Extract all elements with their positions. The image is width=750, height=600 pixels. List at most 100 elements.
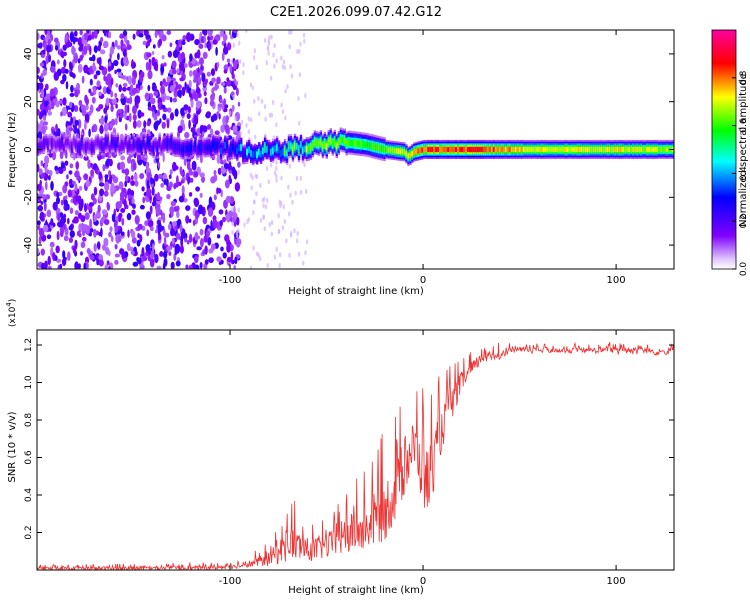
spectrogram-noise-blob <box>64 181 69 187</box>
spectrogram-band-cell <box>160 144 163 152</box>
spectrogram-band-cell <box>238 144 241 152</box>
spectrogram-noise-blob <box>57 212 61 222</box>
spectrogram-noise-blob <box>75 194 79 202</box>
spectrogram-noise-blob <box>54 165 59 171</box>
spectrogram-band-cell <box>467 146 470 153</box>
spectrogram-band-cell <box>108 144 112 152</box>
spectrogram-band-cell <box>339 136 342 143</box>
spectrogram-band-cell <box>116 139 119 146</box>
spectrogram-band-cell <box>403 149 406 155</box>
spectrogram-band-cell <box>82 143 86 151</box>
spectrogram-noise-blob <box>119 161 126 171</box>
spectrogram-band-cell <box>299 141 303 148</box>
spectrogram-noise-blob <box>137 233 140 239</box>
spectrogram-band-cell <box>484 146 488 153</box>
spectrogram-noise-blob <box>59 150 64 160</box>
spectrogram-noise-blob <box>63 59 67 68</box>
spectrogram-noise-blob <box>270 34 273 40</box>
spectrogram-noise-blob <box>106 87 110 94</box>
snr-y-ticks: 0.2 0.4 0.6 0.8 1.0 1.2 <box>24 338 674 540</box>
spectrogram-noise-blob <box>193 78 197 83</box>
spectrogram-noise-blob <box>233 264 236 269</box>
spectrogram-noise-blob <box>149 97 156 105</box>
spectrogram-noise-blob <box>169 181 173 188</box>
spectrogram-noise-blob <box>73 152 76 161</box>
spectrogram-band-cell <box>323 140 327 148</box>
spectrogram-noise-blob <box>37 220 41 226</box>
spectrogram-noise-blob <box>288 30 291 35</box>
spectrogram-noise-blob <box>176 68 180 74</box>
spectrogram-noise-blob <box>39 42 43 49</box>
spectrogram-noise-blob <box>81 34 85 45</box>
spectrogram-noise-blob <box>183 158 187 166</box>
spectrogram-band-cell <box>626 146 629 153</box>
spectrogram-noise-blob <box>122 30 128 37</box>
spectrogram-noise-blob <box>149 205 153 213</box>
spectrogram-noise-blob <box>227 62 231 67</box>
spectrogram-noise-blob <box>209 99 215 107</box>
spectrogram-noise-blob <box>201 130 205 138</box>
spectrogram-noise-blob <box>293 228 296 234</box>
spectrogram-noise-blob <box>177 257 180 262</box>
spectrogram-noise-blob <box>64 68 69 74</box>
spectrogram-noise-blob <box>207 236 212 246</box>
spectrogram-noise-blob <box>166 75 171 83</box>
spectrogram-noise-blob <box>271 99 275 105</box>
snr-y-tick-label: 1.2 <box>24 338 34 352</box>
spectrogram-band-cell <box>210 145 213 152</box>
spectrogram-band-cell <box>401 148 404 155</box>
spectrogram-band-cell <box>291 146 295 154</box>
spectrogram-band-cell <box>562 146 565 153</box>
spectrogram-noise-blob <box>132 120 137 129</box>
spectrogram-noise-blob <box>98 171 103 180</box>
spectrogram-noise-blob <box>234 116 237 121</box>
spectrogram-band-cell <box>76 144 80 152</box>
spectrogram-noise-blob <box>110 182 115 193</box>
spectrogram-noise-blob <box>44 83 49 91</box>
spectrogram-band-cell <box>329 136 332 144</box>
spectrogram-noise-blob <box>75 161 79 170</box>
spectrogram-noise-blob <box>39 103 45 111</box>
spectrogram-noise-blob <box>207 41 211 52</box>
spectrogram-noise-blob <box>220 98 223 103</box>
spectrogram-noise-blob <box>195 100 202 108</box>
spectrogram-noise-blob <box>172 97 178 103</box>
spectrogram-noise-blob <box>98 56 102 67</box>
spectrogram-noise-blob <box>73 55 78 64</box>
spectrogram-noise-blob <box>231 259 235 265</box>
spectrogram-noise-blob <box>55 45 59 51</box>
spectrogram-noise-blob <box>250 117 253 123</box>
spectrogram-noise-blob <box>83 173 89 181</box>
colorbar-ticks: 0.0 0.2 0.4 0.6 0.8 <box>732 70 749 276</box>
spectrogram-noise-blob <box>122 86 127 92</box>
spectrogram-band-cell <box>226 142 229 149</box>
spectrogram-band-cell <box>240 144 243 151</box>
spectrogram-noise-blob <box>123 56 127 65</box>
spectrogram-noise-blob <box>180 171 185 177</box>
spectrogram-noise-blob <box>147 250 151 255</box>
spectrogram-noise-blob <box>194 39 200 46</box>
spectrogram-noise-blob <box>163 81 169 87</box>
spectrogram-noise-blob <box>41 194 47 200</box>
spectrogram-noise-blob <box>118 212 123 219</box>
spectrogram-noise-blob <box>281 109 285 115</box>
spectrogram-noise-blob <box>100 36 104 43</box>
spectrogram-noise-blob <box>131 87 137 95</box>
spectrogram-noise-blob <box>150 177 154 185</box>
spectrogram-noise-blob <box>67 189 73 198</box>
spectrogram-noise-blob <box>170 210 174 218</box>
spectrogram-noise-blob <box>127 229 130 238</box>
spectrogram-noise-blob <box>260 98 264 104</box>
spectrogram-band-cell <box>552 146 555 153</box>
snr-y-tick-label: 0.4 <box>24 488 34 503</box>
spectrogram-noise-blob <box>196 246 202 251</box>
spectrogram-noise-blob <box>139 173 145 180</box>
spectrogram-band-cell <box>267 146 271 154</box>
spectrogram-band-cell <box>142 138 145 146</box>
spectrogram-noise-blob <box>225 195 231 204</box>
spectrogram-noise-blob <box>124 168 130 176</box>
spectrogram-noise-blob <box>146 229 150 237</box>
spectrogram-noise-blob <box>55 258 62 263</box>
spectrogram-noise-blob <box>252 245 255 251</box>
spectrogram-band-cell <box>624 146 627 153</box>
